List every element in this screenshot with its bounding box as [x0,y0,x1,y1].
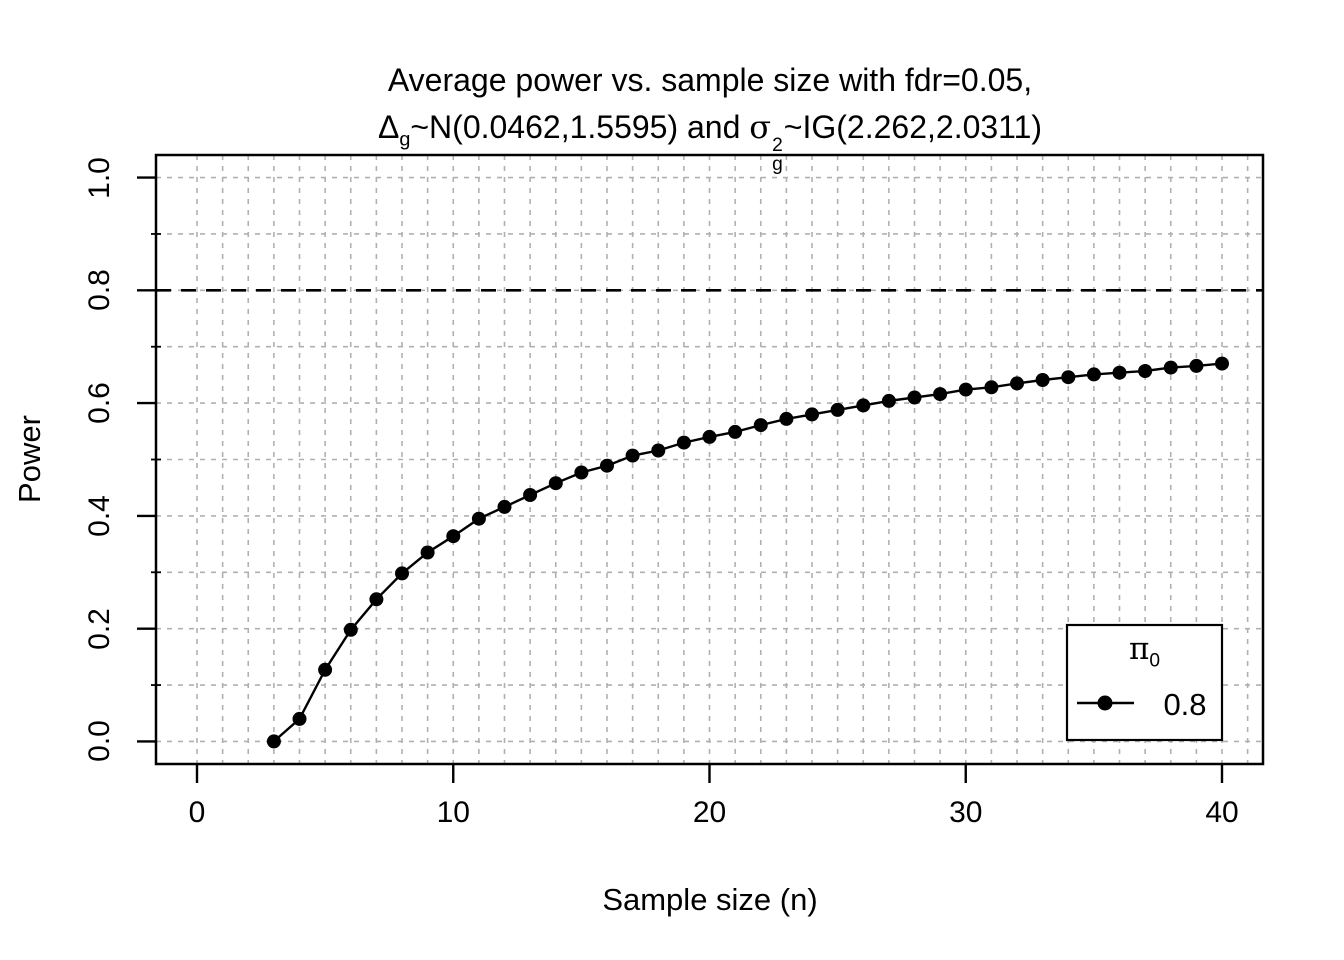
data-point [933,387,948,402]
data-point [523,488,538,502]
x-tick-label: 10 [436,796,470,829]
chart-title-line2: Δg~N(0.0462,1.5595) and σ 2 g ~IG(2.262,2.0… [120,105,1300,174]
legend-title: π0 [1067,631,1222,672]
data-point [395,566,409,581]
y-tick-label: 0.4 [83,495,116,537]
data-point [420,545,435,560]
chart-title-line1: Average power vs. sample size with fdr=0… [387,62,1033,98]
data-point [651,443,666,458]
y-axis-title: Power [12,415,47,503]
data-point [1010,376,1024,391]
x-tick-label: 20 [692,796,727,829]
data-point [446,529,461,544]
pi-symbol: π [1128,631,1150,667]
y-tick-label: 0.6 [83,382,116,424]
data-point [548,476,563,491]
data-point [805,407,819,422]
data-point [343,622,358,637]
data-point [1112,365,1127,380]
data-point [574,465,589,480]
delta-symbol: Δ [377,109,400,145]
data-point [1215,356,1229,371]
data-point [728,424,743,439]
delta-subscript: g [399,128,411,151]
x-tick-label: 40 [1205,796,1239,829]
title-mid-text: ~N(0.0462,1.5595) and [410,109,750,145]
sigma-superscript: 2 [772,135,783,157]
data-point [830,402,845,417]
legend-box [1065,623,1224,742]
data-point [369,592,384,607]
data-point [318,662,333,677]
data-point [907,390,922,405]
y-tick-label: 0.8 [83,269,116,312]
data-point [753,418,768,433]
data-point [292,711,307,726]
data-point [1086,367,1101,382]
pi-subscript: 0 [1149,650,1161,672]
title-tail-text: ~IG(2.262,2.0311) [783,109,1043,145]
legend-marker-point [1097,695,1113,711]
y-tick-label: 1.0 [83,156,116,199]
data-point [881,393,896,408]
data-point [1163,360,1178,375]
data-point [984,380,999,395]
data-point [266,734,281,749]
x-tick-label: 30 [949,796,983,829]
x-tick-label: 0 [188,796,206,829]
data-point [1189,358,1204,373]
data-point [1138,364,1153,378]
data-point [958,382,973,397]
data-point [600,458,614,473]
sigma-subscript: g [772,153,783,175]
legend-entry-label: 0.8 [1163,687,1207,722]
data-point [497,499,512,514]
sigma-symbol: σ [749,108,772,146]
data-point [471,511,486,526]
y-tick-label: 0.2 [83,607,116,650]
data-point [625,448,640,463]
y-tick-label: 0.0 [83,720,116,763]
data-point [1035,373,1050,387]
data-point [856,398,871,413]
data-point [779,411,794,426]
chart-title: Average power vs. sample size with fdr=0… [120,58,1300,174]
data-point [702,429,717,444]
data-point [1061,370,1076,385]
data-point [676,435,691,450]
x-axis-title: Sample size (n) [602,882,818,917]
